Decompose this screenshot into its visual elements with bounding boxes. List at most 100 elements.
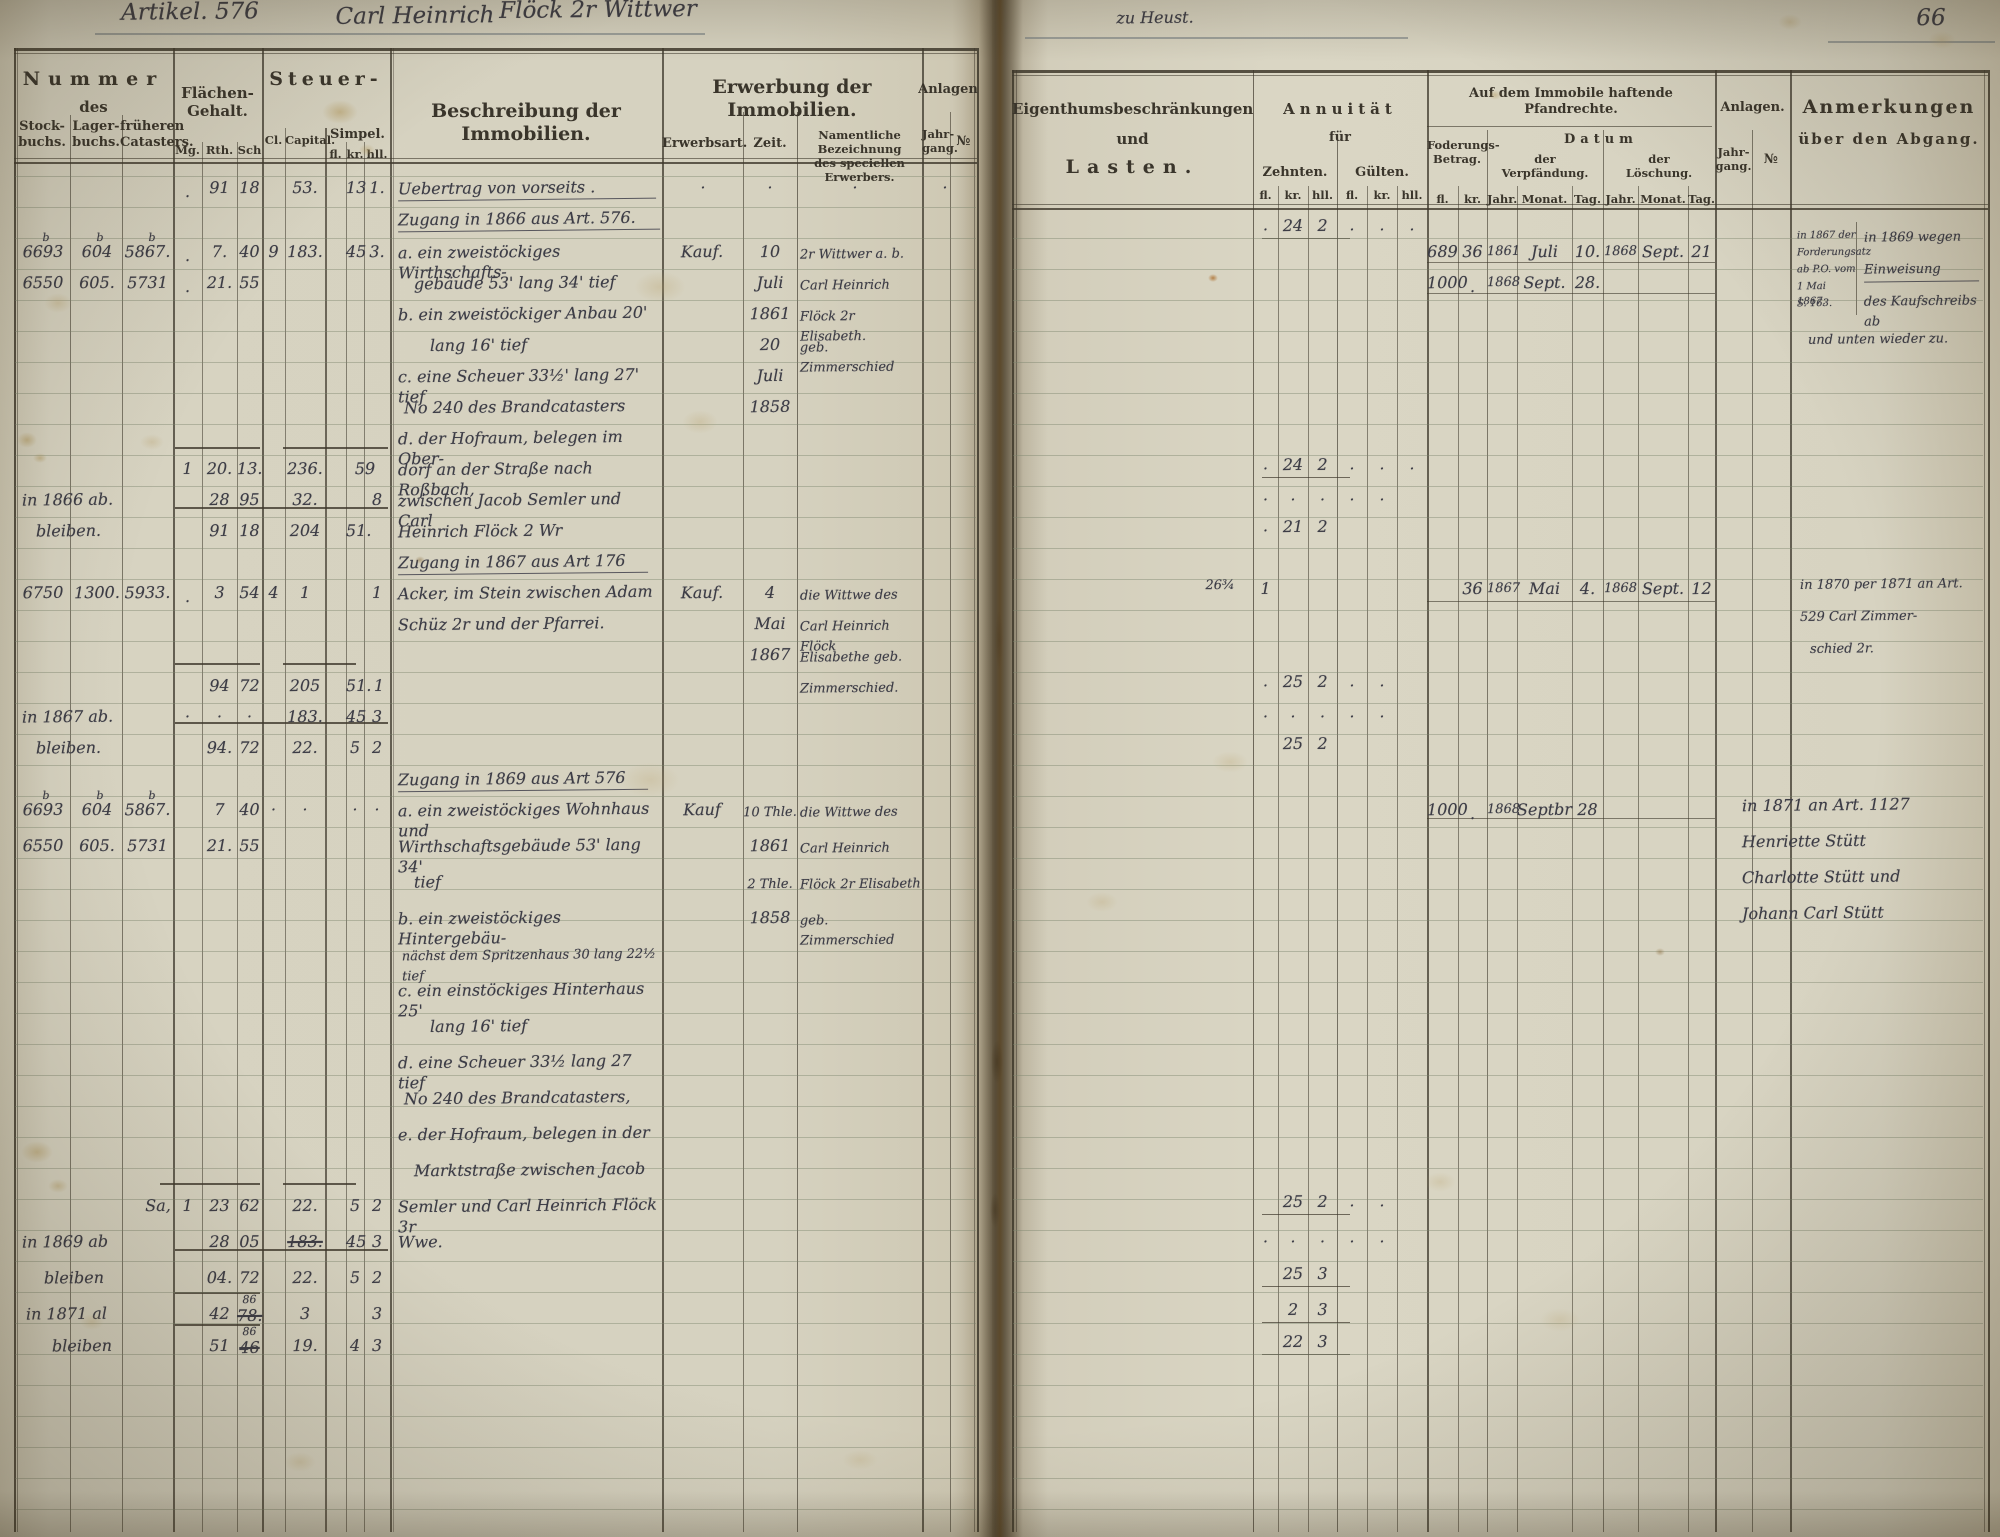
handwritten-entry: · xyxy=(352,799,358,820)
col-header-capital: Capital. xyxy=(285,133,336,147)
rule-horizontal xyxy=(15,331,976,332)
header-datum: Datum xyxy=(1564,132,1638,147)
rule-horizontal xyxy=(14,158,977,160)
handwritten-entry: 40 xyxy=(239,241,260,262)
handwritten-entry: · xyxy=(1349,675,1355,696)
rule-horizontal xyxy=(1262,1322,1350,1324)
handwritten-entry: 72 xyxy=(239,675,260,696)
col-header-jahrgang-r: Jahr- gang. xyxy=(1715,145,1752,174)
handwritten-entry: die Wittwe des xyxy=(799,804,898,821)
handwritten-entry: 1867 xyxy=(749,644,791,665)
handwritten-entry: 3 xyxy=(371,1303,383,1324)
header-erwerbung: Erwerbung der Immobilien. xyxy=(712,76,872,122)
handwritten-entry: gebäude 53' lang 34' tief xyxy=(413,272,616,294)
rule-horizontal xyxy=(1013,1168,1983,1169)
rule-horizontal xyxy=(1262,1214,1350,1216)
handwritten-annotation: des Kaufschreibs ab xyxy=(1863,293,1977,330)
handwritten-entry: 4 xyxy=(764,582,776,603)
handwritten-entry: Zugang in 1866 aus Art. 576. xyxy=(397,207,661,233)
handwritten-entry: 2 xyxy=(371,1195,383,1216)
header-beschreibung: Beschreibung der Immobilien. xyxy=(431,100,621,146)
rule-horizontal xyxy=(1013,1447,1983,1448)
handwritten-entry: 05 xyxy=(239,1231,260,1252)
rule-horizontal xyxy=(1262,1286,1350,1288)
handwritten-entry: 13. xyxy=(236,458,263,479)
rule-horizontal xyxy=(1013,1261,1983,1262)
rule-horizontal xyxy=(1427,601,1715,602)
handwritten-entry: 91 xyxy=(209,520,230,541)
handwritten-annotation: Einweisung xyxy=(1863,259,1980,283)
handwritten-entry: 1 xyxy=(182,458,193,479)
rule-horizontal xyxy=(15,641,976,642)
handwritten-entry: 1861 xyxy=(1486,243,1521,260)
rule-horizontal xyxy=(1013,486,1983,487)
handwritten-entry: . xyxy=(1469,803,1476,824)
handwritten-entry: 5 xyxy=(349,1267,361,1288)
handwritten-entry: · xyxy=(1262,489,1269,510)
handwritten-entry: 36 xyxy=(1462,578,1483,599)
handwritten-entry: 10 Thle. xyxy=(743,804,797,821)
rule-vertical xyxy=(1012,70,1014,1532)
rule-horizontal xyxy=(1013,1044,1983,1045)
handwritten-entry: · xyxy=(1262,458,1269,479)
handwritten-entry: 1858 xyxy=(749,907,791,928)
rule-horizontal xyxy=(1013,672,1983,673)
rule-horizontal xyxy=(1013,1199,1983,1200)
handwritten-entry: 6550 xyxy=(22,835,64,856)
handwritten-annotation: Forderungsatz xyxy=(1796,246,1872,259)
rule-horizontal xyxy=(15,672,976,673)
handwritten-entry: 1 xyxy=(371,582,383,603)
rule-vertical xyxy=(1715,70,1717,1532)
handwritten-entry: · xyxy=(1349,1195,1355,1216)
handwritten-entry: 72 xyxy=(239,737,260,758)
handwritten-entry: 24 xyxy=(1282,215,1304,236)
handwritten-entry: 204 xyxy=(289,520,321,541)
handwritten-entry: Mai xyxy=(1528,578,1561,599)
rule-horizontal xyxy=(15,1354,976,1355)
handwritten-entry: in 1867 ab. xyxy=(21,706,114,727)
rule-vertical xyxy=(1572,186,1573,1532)
rule-horizontal xyxy=(15,1230,976,1231)
rule-horizontal xyxy=(15,1075,976,1076)
rule-vertical xyxy=(662,48,664,1532)
handwritten-entry: bleiben xyxy=(51,1335,113,1356)
handwritten-entry: · xyxy=(1379,219,1385,240)
rule-horizontal xyxy=(1012,204,1988,206)
col-header-catasters: früheren Catasters. xyxy=(120,119,194,150)
rule-horizontal xyxy=(15,176,976,177)
rule-horizontal xyxy=(160,1183,260,1185)
handwritten-annotation: ab P.O. vom xyxy=(1796,263,1856,276)
handwritten-entry: Zimmerschied. xyxy=(799,680,899,697)
handwritten-entry: · xyxy=(1379,1195,1385,1216)
rule-horizontal xyxy=(15,300,976,301)
binding-fold xyxy=(952,0,1048,1537)
handwritten-entry: 1 xyxy=(299,582,311,603)
handwritten-entry: 2r Wittwer a. b. xyxy=(799,246,905,263)
rule-horizontal xyxy=(15,455,976,456)
col-header-verpfaendung: der Verpfändung. xyxy=(1501,152,1589,181)
handwritten-entry: 51 xyxy=(209,1335,230,1356)
rule-vertical xyxy=(1984,70,1985,1532)
rule-horizontal xyxy=(15,858,976,859)
handwritten-entry: 1867 xyxy=(1486,580,1521,597)
header-flaechen-gehalt: Flächen- Gehalt. xyxy=(181,84,254,121)
handwritten-entry: 2 xyxy=(371,1267,383,1288)
handwritten-entry: . xyxy=(184,245,191,266)
handwritten-entry: 3 xyxy=(1317,1263,1328,1284)
rule-horizontal xyxy=(1013,1416,1983,1417)
handwritten-entry: 62 xyxy=(239,1195,260,1216)
handwritten-entry: · xyxy=(1349,706,1355,727)
handwritten-entry: 1 xyxy=(373,675,385,696)
rule-horizontal xyxy=(1262,477,1350,479)
rule-vertical xyxy=(1517,186,1518,1532)
col-header-rth: Rth. xyxy=(205,143,234,157)
rule-horizontal xyxy=(15,703,976,704)
rule-horizontal xyxy=(15,362,976,363)
handwritten-entry: Kauf. xyxy=(680,582,724,603)
rule-vertical xyxy=(950,112,951,1532)
handwritten-entry: 22. xyxy=(292,1267,318,1288)
col-header-mg: Mg. xyxy=(175,143,200,157)
handwritten-entry: 183. xyxy=(287,241,323,262)
handwritten-entry: · xyxy=(700,177,706,198)
rule-horizontal xyxy=(1427,262,1715,263)
